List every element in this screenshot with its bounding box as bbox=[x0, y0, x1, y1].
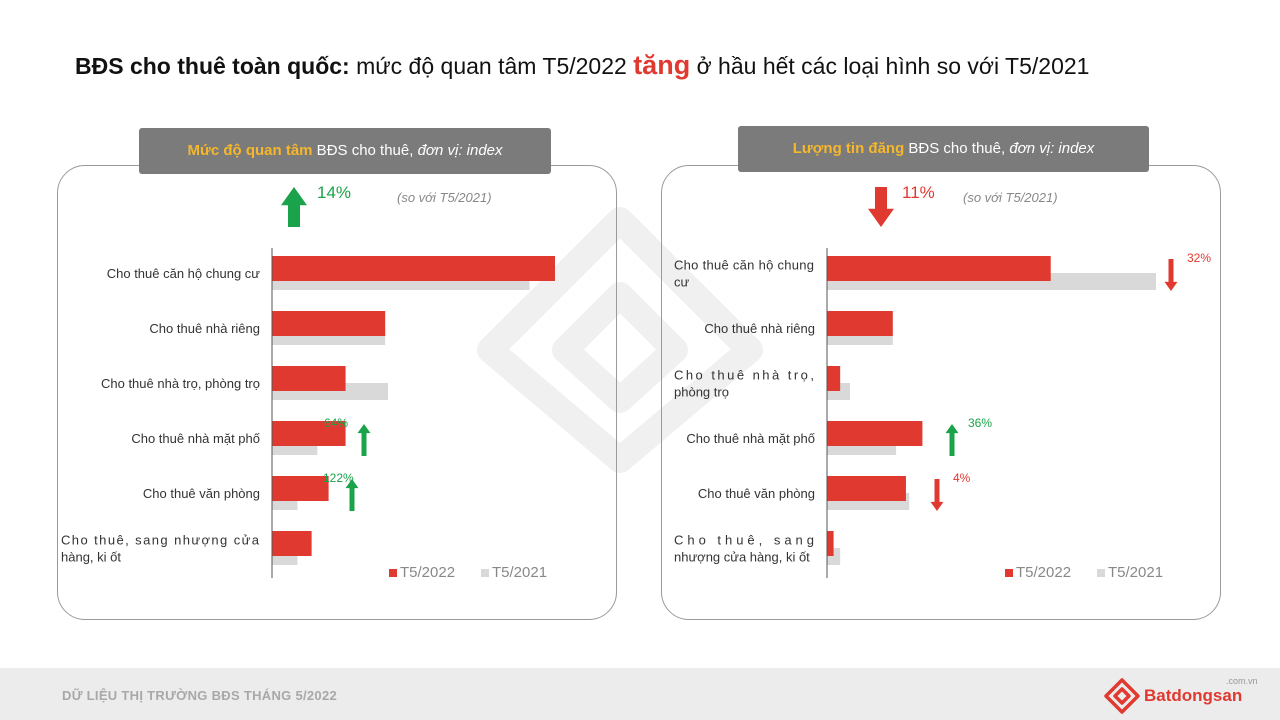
interest-bar-chart: Cho thuê căn hộ chung cư Cho thuê nhà riê… bbox=[61, 183, 555, 581]
legend-swatch-t5-2021 bbox=[1097, 569, 1105, 577]
listings-bar-chart: Cho thuê căn hộ chung cư Cho thuê nhà riên… bbox=[674, 183, 1211, 581]
category-label: Cho thuê nhà riêng bbox=[704, 321, 815, 336]
batdongsan-logo-icon bbox=[1104, 678, 1140, 714]
legend-swatch-t5-2022 bbox=[389, 569, 397, 577]
category-label: Cho thuê nhà mặt phố bbox=[131, 431, 260, 446]
legend-swatch-t5-2021 bbox=[481, 569, 489, 577]
logo-domain: .com.vn bbox=[1226, 676, 1258, 686]
overall-change-value: 14% bbox=[317, 183, 351, 202]
logo-wordmark: Batdongsan bbox=[1144, 686, 1243, 705]
change-arrow-icon bbox=[345, 479, 359, 511]
change-label: 4% bbox=[953, 471, 971, 485]
change-arrow-icon bbox=[930, 479, 944, 511]
category-label: Cho thuê nhà trọ, bbox=[674, 368, 814, 383]
bar-t5-2022 bbox=[272, 256, 555, 281]
category-label: Cho thuê văn phòng bbox=[143, 486, 260, 501]
bar-t5-2022 bbox=[272, 476, 329, 501]
category-label: Cho thuê nhà mặt phố bbox=[686, 431, 815, 446]
bar-t5-2022 bbox=[272, 531, 312, 556]
category-label: Cho thuê văn phòng bbox=[698, 486, 815, 501]
legend-label-t5-2021: T5/2021 bbox=[1108, 564, 1163, 581]
overall-change-value: 11% bbox=[902, 183, 935, 202]
overall-change-arrow-icon bbox=[868, 187, 894, 227]
change-label: 64% bbox=[324, 416, 348, 430]
change-arrow-icon bbox=[945, 424, 959, 456]
watermark-logo-icon bbox=[477, 207, 763, 473]
bar-t5-2022 bbox=[827, 256, 1051, 281]
legend-label-t5-2022: T5/2022 bbox=[1016, 564, 1071, 581]
category-label: phòng trọ bbox=[674, 385, 729, 400]
category-label: Cho thuê căn hộ chung bbox=[674, 258, 814, 273]
change-label: 32% bbox=[1187, 251, 1211, 265]
category-label: nhượng cửa hàng, ki ốt bbox=[674, 550, 810, 565]
category-label: Cho thuê căn hộ chung cư bbox=[107, 266, 261, 281]
bar-t5-2022 bbox=[827, 476, 906, 501]
bar-t5-2022 bbox=[827, 366, 841, 391]
category-label: Cho thuê nhà trọ, phòng trọ bbox=[101, 376, 260, 391]
bar-t5-2022 bbox=[827, 311, 893, 336]
category-label: Cho thuê, sang bbox=[674, 533, 814, 548]
footer-text: DỮ LIỆU THỊ TRƯỜNG BĐS THÁNG 5/2022 bbox=[62, 688, 338, 703]
bar-t5-2022 bbox=[827, 421, 923, 446]
legend-label-t5-2022: T5/2022 bbox=[400, 564, 455, 581]
bar-t5-2022 bbox=[827, 531, 834, 556]
category-label: cư bbox=[674, 275, 690, 290]
comparison-note: (so với T5/2021) bbox=[963, 190, 1058, 205]
legend-swatch-t5-2022 bbox=[1005, 569, 1013, 577]
change-label: 122% bbox=[323, 471, 354, 485]
comparison-note: (so với T5/2021) bbox=[397, 190, 492, 205]
change-label: 36% bbox=[968, 416, 992, 430]
bar-t5-2022 bbox=[272, 311, 386, 336]
bar-t5-2022 bbox=[272, 366, 346, 391]
panel-interest-header: Mức độ quan tâm BĐS cho thuê, đơn vị: in… bbox=[139, 128, 551, 174]
category-label: Cho thuê, sang nhượng cửa bbox=[61, 533, 260, 548]
change-arrow-icon bbox=[357, 424, 371, 456]
footer-bar bbox=[0, 668, 1280, 720]
category-label: Cho thuê nhà riêng bbox=[149, 321, 260, 336]
panel-listings-header: Lượng tin đăng BĐS cho thuê, đơn vị: ind… bbox=[738, 126, 1149, 172]
category-label: hàng, ki ốt bbox=[61, 550, 121, 565]
legend-label-t5-2021: T5/2021 bbox=[492, 564, 547, 581]
overall-change-arrow-icon bbox=[281, 187, 307, 227]
bar-t5-2022 bbox=[272, 421, 346, 446]
change-arrow-icon bbox=[1164, 259, 1178, 291]
page-title: BĐS cho thuê toàn quốc: mức độ quan tâm … bbox=[75, 50, 1090, 80]
